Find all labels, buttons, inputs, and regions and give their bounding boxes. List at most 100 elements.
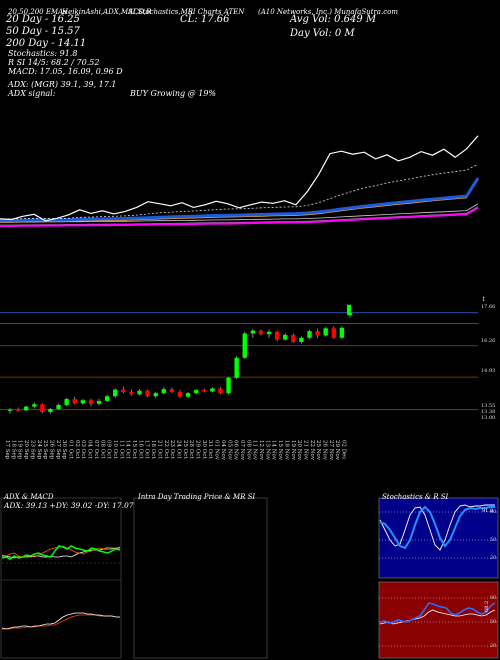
header-symbol-label: SI Charts ATEN xyxy=(188,8,245,16)
header-ema-label: 20,50,200 EMAs xyxy=(8,8,67,16)
candle-body xyxy=(72,399,77,404)
ema20-value: 20 Day - 16.25 xyxy=(6,14,80,25)
candle-body xyxy=(283,334,288,340)
intraday-panel-title: Intra Day Trading Price & MR SI xyxy=(138,493,256,501)
rsi-level-label: 20 xyxy=(490,643,496,649)
x-axis-date-label: 25 Sep xyxy=(42,440,48,460)
stoch-current-value: 91.8 xyxy=(482,508,493,514)
x-axis-date-label: 13 Nov xyxy=(264,440,270,461)
ema200-value: 200 Day - 14.11 xyxy=(6,38,87,49)
ema-upper-orange-line xyxy=(0,179,479,223)
x-axis-date-label: 08 Oct xyxy=(99,440,105,459)
x-axis-date-label: 15 Oct xyxy=(131,440,137,459)
candle-body xyxy=(88,400,94,404)
candle-body xyxy=(80,400,86,404)
candle-body xyxy=(23,406,29,411)
x-axis-date-label: 27 Sep xyxy=(55,440,61,460)
x-axis-date-label: 27 Nov xyxy=(328,440,334,461)
stoch-level-label: 50 xyxy=(490,537,496,543)
candle-body xyxy=(161,389,167,394)
rsi-signal-line xyxy=(379,609,496,625)
macd-value: MACD: 17.05, 16.09, 0.96 D xyxy=(8,67,123,76)
stoch-panel-frame xyxy=(378,497,499,579)
ema50-line xyxy=(0,177,480,222)
x-axis-date-label: 18 Nov xyxy=(283,440,289,461)
x-axis-date-label: 04 Nov xyxy=(220,440,226,461)
header-stoch-label: SI,Stochastics,MR xyxy=(128,8,194,16)
ema-upper-white-line xyxy=(0,203,479,223)
x-axis-date-label: 09 Oct xyxy=(106,440,112,459)
x-axis-date-label: 29 Oct xyxy=(195,440,201,459)
adx-signal-label: ADX signal: xyxy=(8,89,56,98)
x-axis-date-label: 01 Oct xyxy=(68,440,74,459)
candle-body xyxy=(113,389,118,397)
candle-body xyxy=(210,388,215,392)
ema20-dotted-line xyxy=(0,163,479,220)
adx-panel-frame xyxy=(0,497,122,659)
x-axis-date-label: 01 Nov xyxy=(214,440,220,461)
ema200-line xyxy=(0,206,479,227)
x-axis-date-label: 25 Nov xyxy=(315,440,321,461)
candle-body xyxy=(291,334,296,342)
x-axis-date-label: 26 Nov xyxy=(322,440,328,461)
stoch-d-line xyxy=(379,505,495,550)
x-axis-date-label: 08 Nov xyxy=(245,440,251,461)
candle-body xyxy=(242,333,247,358)
rsi-level-label: 50 xyxy=(490,619,496,625)
x-axis-date-label: 23 Oct xyxy=(169,440,175,459)
candle-body xyxy=(307,331,312,338)
macd-signal-line xyxy=(2,614,120,630)
x-axis-date-label: 04 Oct xyxy=(87,440,93,459)
adx-plus-di-line xyxy=(1,545,121,560)
x-axis-date-label: 16 Oct xyxy=(137,440,143,459)
x-axis-date-label: 21 Oct xyxy=(156,440,162,459)
x-axis-date-label: 22 Nov xyxy=(309,440,315,461)
candle-body xyxy=(32,404,37,407)
x-axis-date-label: 19 Nov xyxy=(290,440,296,461)
ema50-value: 50 Day - 15.57 xyxy=(6,26,80,37)
price-level-label: 14.93 xyxy=(481,368,495,374)
x-axis-date-label: 11 Nov xyxy=(252,440,258,461)
x-axis-date-label: 22 Oct xyxy=(163,440,169,459)
adx-value: ADX: (MGR) 39.1, 39, 17.1 xyxy=(8,80,117,89)
x-axis-date-label: 20 Nov xyxy=(296,440,302,461)
intraday-panel-frame xyxy=(133,497,268,659)
x-axis-date-label: 07 Oct xyxy=(93,440,99,459)
rsi-level-label: 80 xyxy=(490,595,496,601)
x-axis-date-label: 18 Sep xyxy=(10,440,16,460)
candle-body xyxy=(331,328,337,338)
candle-body xyxy=(56,404,61,409)
candle-body xyxy=(96,400,102,404)
last-candle xyxy=(347,304,351,315)
x-axis-date-label: 11 Oct xyxy=(118,440,124,459)
x-axis-date-label: 05 Nov xyxy=(226,440,232,461)
x-axis-date-label: 25 Oct xyxy=(182,440,188,459)
candle-body xyxy=(258,330,264,335)
candle-body xyxy=(193,390,199,394)
price-level-label: 13.38 xyxy=(481,409,495,415)
candle-body xyxy=(137,390,142,395)
candle-body xyxy=(274,331,280,340)
candle-body xyxy=(104,396,110,401)
stoch-level-label: 80 xyxy=(490,509,496,515)
candle-body xyxy=(121,389,126,392)
candle-body xyxy=(64,399,69,405)
x-axis-date-label: 14 Oct xyxy=(125,440,131,459)
candle-body xyxy=(299,337,304,342)
candle-body xyxy=(250,330,256,334)
rsi-current-value: 68.2 xyxy=(484,601,490,612)
adx-panel-title: ADX & MACD xyxy=(4,493,54,501)
x-axis-date-label: 20 Sep xyxy=(23,440,29,460)
candle-body xyxy=(218,388,223,394)
x-axis-date-label: 14 Nov xyxy=(271,440,277,461)
x-axis-date-label: 02 Oct xyxy=(74,440,80,459)
x-axis-date-label: 07 Nov xyxy=(239,440,245,461)
candle-body xyxy=(177,391,183,397)
x-axis-date-label: 18 Oct xyxy=(150,440,156,459)
candle-body xyxy=(7,409,13,411)
header-company-label: (A10 Networks, Inc.) MunafaSutra.com xyxy=(258,8,398,16)
candle-body xyxy=(145,390,150,397)
x-axis-date-label: 23 Sep xyxy=(29,440,35,460)
day-volume: Day Vol: 0 M xyxy=(290,28,355,39)
candle-body xyxy=(315,331,320,336)
